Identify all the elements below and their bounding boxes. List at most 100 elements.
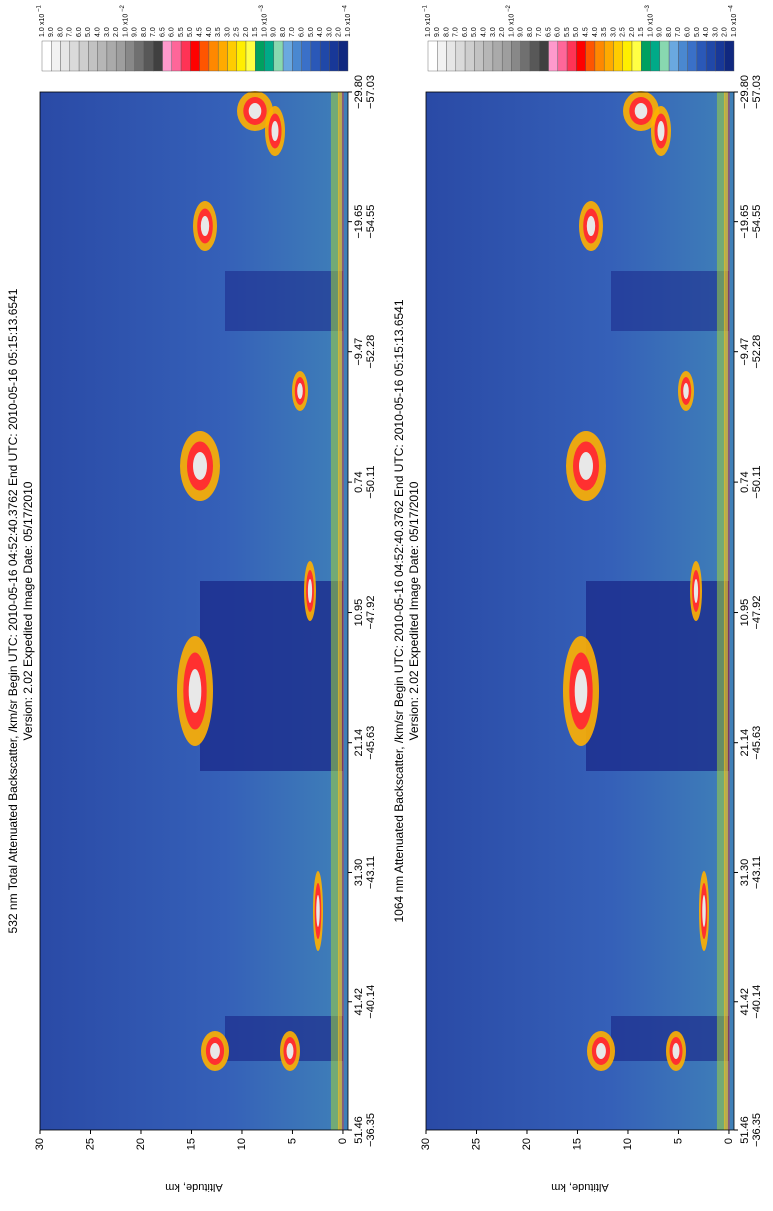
colorbar-box (464, 40, 475, 72)
x-tick-label-secondary: −52.28 (751, 335, 763, 369)
colorbar-box (69, 40, 80, 72)
x-tick-label: 31.30 (739, 859, 751, 887)
colorbar-label: 2.0 (336, 27, 343, 37)
cloud-feature (286, 1043, 294, 1059)
x-tick-label: −9.47 (739, 338, 751, 366)
colorbar-exponent: −2 (506, 4, 512, 12)
colorbar-exponent: −3 (259, 4, 265, 12)
cloud-feature (683, 383, 689, 399)
surface-band (723, 92, 728, 1130)
colorbar-box (319, 40, 330, 72)
surface-band (337, 92, 342, 1130)
colorbar-exponent: −4 (729, 4, 735, 12)
x-tick-label: 51.46 (353, 1116, 365, 1144)
cloud-feature (200, 216, 210, 236)
y-tick-label: 15 (571, 1138, 583, 1150)
colorbar-box (125, 40, 135, 72)
colorbar-box (264, 40, 275, 72)
colorbar-label: 8.0 (666, 27, 673, 37)
colorbar-box (51, 40, 61, 72)
attenuated-region (586, 581, 729, 771)
colorbar-label: 1.5 (252, 27, 259, 37)
colorbar-label: 6.0 (684, 27, 691, 37)
cloud-feature (693, 579, 699, 603)
x-tick-label: −19.65 (739, 205, 751, 239)
cloud-feature (271, 121, 279, 141)
x-tick-label-secondary: −36.35 (365, 1113, 377, 1147)
colorbar-box (190, 40, 200, 72)
colorbar-label: 9.0 (518, 27, 525, 37)
x-tick-label: −19.65 (353, 205, 365, 239)
colorbar-label: 1.0 (647, 27, 654, 37)
plot-frame (425, 91, 735, 1131)
colorbar-label: 5.0 (573, 27, 580, 37)
colorbar-box (153, 40, 163, 72)
colorbar-label: 4.0 (206, 27, 213, 37)
x-tick-label: 31.30 (353, 859, 365, 887)
cloud-feature (193, 452, 207, 480)
colorbar-label: 5.0 (308, 27, 315, 37)
colorbar-label: 1.0 (261, 27, 268, 37)
colorbar-box (511, 40, 521, 72)
colorbar-box (705, 40, 716, 72)
colorbar-label: 5.5 (564, 27, 571, 37)
x-tick-label: 41.42 (353, 988, 365, 1016)
colorbar-label: 3.0 (610, 27, 617, 37)
colorbar-label: 9.0 (271, 27, 278, 37)
colorbar-label: 1.0 (122, 27, 129, 37)
colorbar-label: 9.0 (132, 27, 139, 37)
cloud-feature (657, 121, 665, 141)
chart-title: 532 nm Total Attenuated Backscatter, /km… (6, 288, 20, 933)
x-tick-label-secondary: −40.14 (751, 985, 763, 1019)
surface-band (716, 92, 725, 1130)
colorbar-label: 2.0 (499, 27, 506, 37)
colorbar-box (236, 40, 247, 72)
colorbar-box (171, 40, 182, 72)
colorbar-label: 1.0 (345, 27, 352, 37)
x-tick-label: 21.14 (353, 729, 365, 757)
colorbar-label: 8.0 (527, 27, 534, 37)
cloud-feature (586, 216, 596, 236)
colorbar-label: 2.0 (113, 27, 120, 37)
colorbar-box (501, 40, 512, 72)
colorbar-box (539, 40, 549, 72)
cloud-feature (316, 895, 320, 927)
y-tick-label: 5 (672, 1138, 684, 1144)
colorbar-label: 6.0 (169, 27, 176, 37)
plot-background (40, 92, 348, 1130)
colorbar-label: 4.5 (582, 27, 589, 37)
colorbar-label: 2.0 (243, 27, 250, 37)
x-tick-label-secondary: −43.11 (365, 856, 377, 889)
colorbar-box (520, 40, 531, 72)
colorbar-box (143, 40, 154, 72)
y-tick-label: 20 (521, 1138, 533, 1150)
colorbar-box (329, 40, 339, 72)
colorbar-multiplier: x10 (39, 14, 46, 25)
x-tick-label: 10.95 (353, 599, 365, 627)
colorbar-label: 3.5 (601, 27, 608, 37)
colorbar-label: 6.0 (462, 27, 469, 37)
panel: 1064 nm Attenuated Backscatter, /km/sr B… (392, 4, 763, 1193)
colorbar-box (474, 40, 484, 72)
colorbar-label: 8.0 (57, 27, 64, 37)
x-tick-label-secondary: −36.35 (751, 1113, 763, 1147)
colorbar-label: 4.0 (317, 27, 324, 37)
x-tick-label-secondary: −54.55 (751, 205, 763, 239)
colorbar-label: 2.0 (722, 27, 729, 37)
colorbar-label: 7.0 (67, 27, 74, 37)
colorbar-label: 7.0 (453, 27, 460, 37)
y-tick-label: 25 (470, 1138, 482, 1150)
colorbar-label: 6.0 (298, 27, 305, 37)
x-tick-label: 10.95 (739, 599, 751, 627)
colorbar-label: 7.0 (675, 27, 682, 37)
colorbar-box (134, 40, 145, 72)
x-tick-label: 0.74 (739, 471, 751, 492)
plot-background (426, 92, 734, 1130)
colorbar-multiplier: x10 (731, 14, 738, 25)
colorbar-box (715, 40, 725, 72)
attenuated-region (611, 271, 729, 331)
colorbar-label: 6.0 (555, 27, 562, 37)
x-tick-label-secondary: −43.11 (751, 856, 763, 889)
colorbar-box (255, 40, 265, 72)
